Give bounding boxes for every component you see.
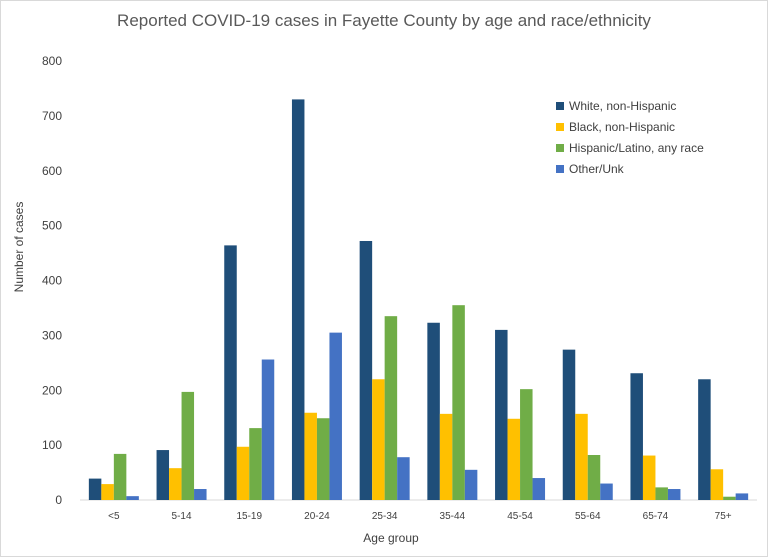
bar (735, 493, 749, 500)
bar (359, 240, 373, 501)
y-tick-label: 800 (42, 54, 62, 68)
legend-label: White, non-Hispanic (569, 99, 676, 113)
bar (464, 469, 478, 500)
bar (224, 245, 237, 500)
bar (236, 446, 250, 500)
bar (397, 457, 410, 500)
x-tick-label: 65-74 (643, 511, 669, 522)
y-tick-label: 100 (42, 438, 62, 452)
legend-label: Black, non-Hispanic (569, 120, 675, 134)
bar (630, 373, 643, 500)
bar (88, 478, 102, 500)
y-tick-label: 500 (42, 219, 62, 233)
bar (698, 379, 711, 500)
y-tick-label: 600 (42, 164, 62, 178)
bar (710, 469, 724, 500)
bar (169, 468, 182, 500)
legend-label: Other/Unk (569, 162, 625, 176)
x-tick-label: <5 (108, 511, 120, 522)
bar (600, 483, 613, 500)
bar (316, 418, 330, 500)
chart-title: Reported COVID-19 cases in Fayette Count… (117, 11, 651, 30)
bars-group (88, 99, 749, 501)
y-axis-title: Number of cases (12, 202, 26, 293)
bar (575, 413, 588, 500)
bar (101, 484, 114, 500)
x-tick-label: 55-64 (575, 511, 601, 522)
x-tick-label: 45-54 (507, 511, 533, 522)
bar (249, 428, 262, 500)
x-tick-label: 5-14 (172, 511, 192, 522)
bar (126, 496, 139, 500)
bar (655, 487, 668, 500)
x-tick-label: 75+ (715, 511, 732, 522)
legend: White, non-Hispanic Black, non-Hispanic Hi… (556, 99, 704, 176)
x-tick-label: 20-24 (304, 511, 330, 522)
legend-swatch (556, 165, 564, 173)
y-tick-label: 200 (42, 383, 62, 397)
y-tick-label: 300 (42, 328, 62, 342)
bar (384, 316, 398, 500)
bar (427, 322, 440, 500)
x-axis-ticks: <5 5-14 15-19 20-24 25-34 35-44 45-54 55-64 65-7… (108, 511, 732, 522)
bar (587, 455, 601, 500)
bar (291, 99, 305, 500)
x-tick-label: 25-34 (372, 511, 398, 522)
bar (372, 379, 385, 500)
legend-swatch (556, 123, 564, 131)
bar (667, 489, 681, 500)
bar (329, 332, 342, 500)
x-axis-title: Age group (363, 531, 419, 545)
bar (723, 496, 736, 500)
bar (562, 349, 576, 500)
bar (495, 329, 508, 500)
bar (452, 305, 465, 500)
bar (194, 489, 207, 500)
legend-label: Hispanic/Latino, any race (569, 141, 704, 155)
y-tick-label: 700 (42, 109, 62, 123)
x-tick-label: 35-44 (440, 511, 466, 522)
x-tick-label: 15-19 (236, 511, 262, 522)
bar (181, 391, 195, 500)
bar (261, 359, 275, 500)
bar (642, 455, 656, 500)
bar (156, 450, 170, 500)
bar (532, 478, 546, 500)
bar (304, 412, 317, 500)
legend-swatch (556, 144, 564, 152)
legend-swatch (556, 102, 564, 110)
y-axis-ticks: 0 100 200 300 400 500 600 700 800 (42, 54, 62, 507)
bar (439, 413, 453, 500)
y-tick-label: 0 (55, 493, 62, 507)
bar (507, 418, 521, 500)
y-tick-label: 400 (42, 274, 62, 288)
bar (520, 389, 533, 500)
bar (113, 453, 127, 500)
